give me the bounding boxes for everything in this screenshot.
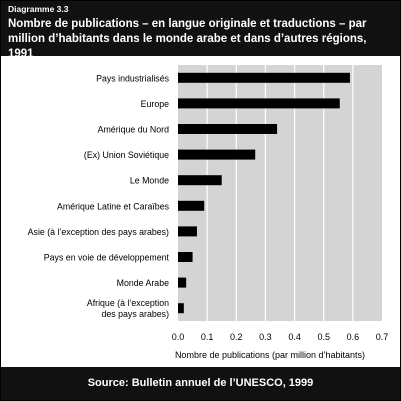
diagram-label: Diagramme 3.3 xyxy=(8,4,69,14)
category-label: Europe xyxy=(141,99,169,109)
bar xyxy=(178,303,184,314)
category-label: Le Monde xyxy=(130,176,169,186)
bar xyxy=(178,72,350,83)
x-tick-label: 0.4 xyxy=(288,332,301,342)
x-tick-label: 0.7 xyxy=(376,332,389,342)
bar xyxy=(178,175,222,186)
bar xyxy=(178,124,278,134)
category-label: Asie (à l’exception des pays arabes) xyxy=(28,227,169,237)
bar xyxy=(178,277,187,288)
category-label: Amérique Latine et Caraïbes xyxy=(57,201,170,211)
category-label: (Ex) Union Soviétique xyxy=(84,150,169,160)
x-tick-label: 0.6 xyxy=(347,332,360,342)
x-tick-label: 0.0 xyxy=(172,332,185,342)
chart-footer: Source: Bulletin annuel de l’UNESCO, 199… xyxy=(1,367,400,400)
bar xyxy=(178,200,205,211)
category-label: Monde Arabe xyxy=(117,278,169,288)
x-tick-label: 0.2 xyxy=(230,332,243,342)
x-tick-label: 0.5 xyxy=(317,332,330,342)
category-label: Amérique du Nord xyxy=(98,125,169,135)
chart-header: Diagramme 3.3 Nombre de publications – e… xyxy=(1,1,400,60)
bar xyxy=(178,98,340,109)
category-label: Afrique (à l’exception des pays arabes) xyxy=(87,298,169,319)
bar xyxy=(178,226,197,237)
bar xyxy=(178,252,193,262)
category-label: Pays en voie de développement xyxy=(44,253,170,263)
x-tick-label: 0.3 xyxy=(259,332,272,342)
bar xyxy=(178,149,256,160)
x-axis-label: Nombre de publications (par million d’ha… xyxy=(175,350,365,360)
x-tick-label: 0.1 xyxy=(201,332,214,342)
bar-chart: Pays industrialisés Europe Amérique du Nor… xyxy=(28,65,389,360)
source-note: Source: Bulletin annuel de l’UNESCO, 199… xyxy=(87,377,314,389)
chart-title: Nombre de publications – en langue origi… xyxy=(8,18,367,60)
category-label: Pays industrialisés xyxy=(96,73,169,83)
